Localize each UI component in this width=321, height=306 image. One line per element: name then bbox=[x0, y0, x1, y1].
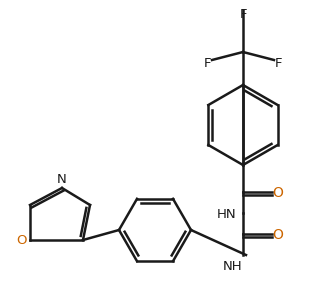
Text: O: O bbox=[273, 228, 283, 242]
Text: O: O bbox=[273, 186, 283, 200]
Text: NH: NH bbox=[223, 260, 243, 274]
Text: F: F bbox=[203, 57, 211, 69]
Text: F: F bbox=[275, 57, 283, 69]
Text: HN: HN bbox=[217, 207, 237, 221]
Text: F: F bbox=[239, 8, 247, 21]
Text: N: N bbox=[57, 173, 67, 185]
Text: O: O bbox=[16, 233, 26, 247]
